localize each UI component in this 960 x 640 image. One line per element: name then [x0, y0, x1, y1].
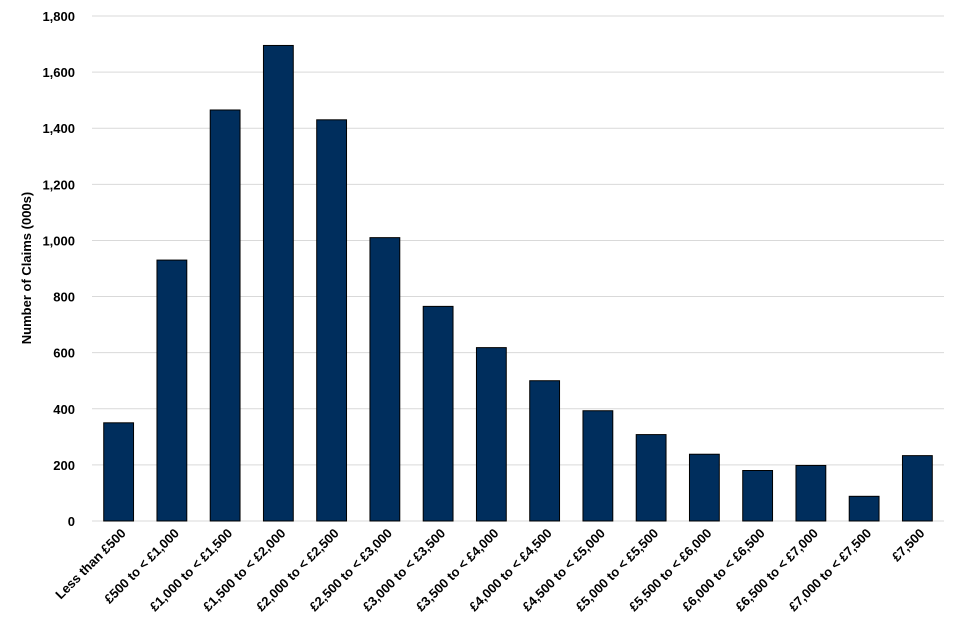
y-tick-label: 1,600	[42, 65, 75, 80]
y-tick-label: 600	[53, 346, 75, 361]
y-tick-label: 0	[68, 514, 75, 529]
x-tick-label: £7,500	[889, 526, 928, 565]
y-tick-label: 800	[53, 290, 75, 305]
bar	[582, 410, 614, 522]
bar	[209, 109, 241, 522]
y-tick-label: 1,400	[42, 121, 75, 136]
x-axis: Less than £500£500 to < £1,000£1,000 to …	[52, 526, 927, 615]
bar	[848, 495, 880, 522]
bars	[103, 44, 933, 522]
y-tick-label: 400	[53, 402, 75, 417]
bar	[742, 470, 774, 522]
bar	[635, 434, 667, 522]
bar	[156, 259, 188, 522]
y-tick-label: 200	[53, 458, 75, 473]
bar	[369, 237, 401, 522]
y-axis: 0 200 400 600 800 1,000 1,200 1,400 1,600 1,800	[42, 9, 75, 529]
bar	[795, 464, 827, 522]
y-tick-label: 1,200	[42, 177, 75, 192]
y-axis-label: Number of Claims (000s)	[19, 192, 34, 344]
bar	[422, 305, 454, 522]
bar	[103, 422, 135, 522]
bar	[262, 44, 294, 522]
y-tick-label: 1,000	[42, 233, 75, 248]
bar	[475, 347, 507, 522]
bar	[529, 380, 561, 522]
bar	[316, 119, 348, 522]
bar	[901, 455, 933, 522]
y-tick-label: 1,800	[42, 9, 75, 24]
bar	[688, 453, 720, 522]
